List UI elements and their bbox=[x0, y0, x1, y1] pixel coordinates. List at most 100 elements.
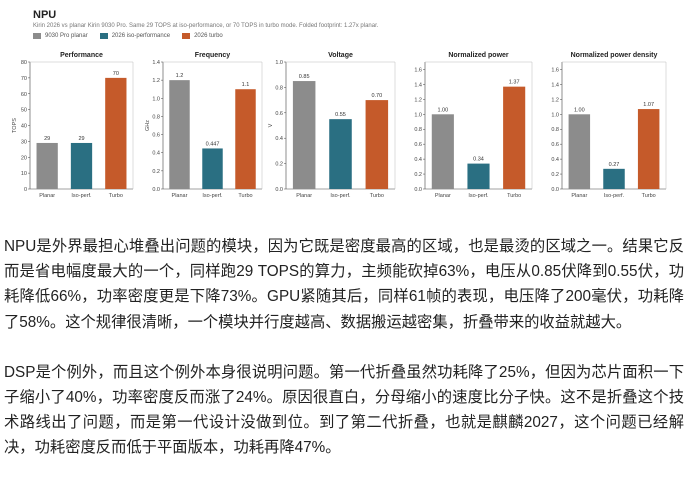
chart-2-xtick-label-2: Iso-perf. bbox=[202, 193, 223, 199]
chart-2-ytick-label: 1.0 bbox=[152, 96, 160, 102]
chart-3-value-label-3: 0.70 bbox=[371, 93, 382, 99]
chart-3-ytick-label: 0.2 bbox=[275, 162, 283, 168]
chart-3-ytick-label: 0.8 bbox=[275, 85, 283, 91]
chart-4-ytick-label: 0.0 bbox=[414, 187, 422, 193]
legend-item-iso: 2026 iso-performance bbox=[99, 33, 171, 39]
chart-4-ytick-label: 1.4 bbox=[414, 82, 422, 88]
chart-1-value-label-2: 29 bbox=[78, 136, 84, 142]
chart-5-ytick-label: 0.4 bbox=[551, 157, 559, 163]
chart-2-ytick-label: 0.2 bbox=[152, 169, 160, 175]
chart-2-ytick-label: 1.2 bbox=[152, 78, 160, 84]
legend-item-turbo: 2026 turbo bbox=[182, 33, 223, 39]
chart-5-ytick-label: 1.2 bbox=[551, 97, 559, 103]
chart-1-ytick-label: 40 bbox=[21, 124, 27, 130]
chart-4-value-label-3: 1.37 bbox=[509, 80, 520, 86]
chart-4-ytick-label: 0.8 bbox=[414, 127, 422, 133]
chart-5-xtick-label-1: Planar bbox=[571, 193, 587, 199]
chart-5-ytick-label: 1.0 bbox=[551, 112, 559, 118]
chart-4-ytick-label: 1.0 bbox=[414, 112, 422, 118]
chart-2-ytick-label: 0.6 bbox=[152, 133, 160, 139]
chart-3-bar-3 bbox=[365, 100, 389, 189]
chart-1-bar-2 bbox=[70, 142, 93, 189]
figure-subtitle: Kirin 2026 vs planar Kirin 9030 Pro. Sam… bbox=[33, 23, 379, 29]
chart-3-ylabel: V bbox=[268, 123, 274, 127]
chart-1-ytick-label: 70 bbox=[21, 76, 27, 82]
chart-5-xtick-label-2: Iso-perf. bbox=[604, 193, 625, 199]
npu-figure: NPU Kirin 2026 vs planar Kirin 9030 Pro.… bbox=[0, 0, 686, 214]
chart-2-bar-1 bbox=[169, 80, 190, 189]
chart-4-bar-2 bbox=[467, 163, 490, 189]
chart-5-value-label-3: 1.07 bbox=[643, 102, 654, 108]
chart-5-ytick-label: 0.6 bbox=[551, 142, 559, 148]
chart-1-ytick-label: 0 bbox=[24, 187, 27, 193]
chart-4-ytick-label: 0.2 bbox=[414, 172, 422, 178]
chart-5-value-label-1: 1.00 bbox=[574, 107, 585, 113]
legend-label-turbo: 2026 turbo bbox=[194, 33, 223, 39]
chart-5-bar-2 bbox=[603, 168, 625, 189]
chart-1-ytick-label: 10 bbox=[21, 171, 27, 177]
chart-1-title: Performance bbox=[60, 52, 103, 59]
chart-4-bar-3 bbox=[503, 86, 526, 189]
chart-3-xtick-label-2: Iso-perf. bbox=[330, 193, 351, 199]
chart-5-bar-1 bbox=[568, 114, 591, 189]
chart-4-xtick-label-3: Turbo bbox=[507, 193, 521, 199]
chart-1-ytick-label: 60 bbox=[21, 92, 27, 98]
legend-label-iso: 2026 iso-performance bbox=[111, 33, 171, 39]
chart-3-bar-2 bbox=[329, 119, 352, 189]
chart-1-ytick-label: 20 bbox=[21, 155, 27, 161]
chart-3-ytick-label: 0.0 bbox=[275, 187, 283, 193]
article: NPU是外界最担心堆叠出问题的模块，因为它既是密度最高的区域，也是最烫的区域之一… bbox=[4, 234, 684, 461]
chart-5-bar-3 bbox=[637, 109, 660, 189]
chart-2-title: Frequency bbox=[195, 52, 231, 59]
chart-5-ytick-label: 0.0 bbox=[551, 187, 559, 193]
chart-2-ytick-label: 0.8 bbox=[152, 114, 160, 120]
chart-2-ylabel: GHz bbox=[145, 120, 151, 131]
chart-4-ytick-label: 0.4 bbox=[414, 157, 422, 163]
chart-3-value-label-1: 0.85 bbox=[299, 74, 310, 80]
chart-4-bar-1 bbox=[431, 114, 454, 189]
figure-title: NPU bbox=[33, 9, 57, 21]
chart-2-bar-3 bbox=[235, 89, 256, 189]
legend-swatch-turbo bbox=[182, 33, 191, 39]
chart-3-xtick-label-3: Turbo bbox=[370, 193, 384, 199]
chart-1-value-label-3: 70 bbox=[113, 71, 119, 77]
chart-4-title: Normalized power bbox=[448, 52, 509, 59]
chart-1-value-label-1: 29 bbox=[44, 136, 50, 142]
chart-3-value-label-2: 0.55 bbox=[335, 112, 346, 118]
chart-5-ytick-label: 0.8 bbox=[551, 127, 559, 133]
chart-5-ytick-label: 1.6 bbox=[551, 67, 559, 73]
chart-4-xtick-label-2: Iso-perf. bbox=[468, 193, 489, 199]
legend: 9030 Pro planar 2026 iso-performance 202… bbox=[33, 33, 223, 39]
chart-1-xtick-label-3: Turbo bbox=[109, 193, 123, 199]
chart-3-title: Voltage bbox=[328, 52, 353, 59]
chart-1-ylabel: TOPS bbox=[12, 118, 18, 133]
chart-4-ytick-label: 1.6 bbox=[414, 67, 422, 73]
chart-1-ytick-label: 80 bbox=[21, 60, 27, 66]
article-paragraph-1: NPU是外界最担心堆叠出问题的模块，因为它既是密度最高的区域，也是最烫的区域之一… bbox=[4, 238, 684, 331]
chart-1-xtick-label-2: Iso-perf. bbox=[71, 193, 92, 199]
chart-2-xtick-label-1: Planar bbox=[172, 193, 188, 199]
chart-5-title: Normalized power density bbox=[571, 52, 658, 59]
chart-2-value-label-2: 0.447 bbox=[206, 141, 220, 147]
chart-3-ytick-label: 0.4 bbox=[275, 136, 283, 142]
chart-2-xtick-label-3: Turbo bbox=[238, 193, 252, 199]
chart-3-bar-1 bbox=[292, 81, 316, 189]
chart-2-ytick-label: 0.4 bbox=[152, 151, 160, 157]
chart-4-xtick-label-1: Planar bbox=[435, 193, 451, 199]
chart-1-ytick-label: 50 bbox=[21, 108, 27, 114]
chart-4-value-label-1: 1.00 bbox=[437, 107, 448, 113]
chart-5-ytick-label: 0.2 bbox=[551, 172, 559, 178]
chart-5-ytick-label: 1.4 bbox=[551, 82, 559, 88]
bar-charts: Performance 0 10 20 30 40 50 60 70 80 TOPS 29 Planar… bbox=[12, 52, 667, 199]
chart-2-ytick-label: 1.4 bbox=[152, 60, 160, 66]
legend-label-planar: 9030 Pro planar bbox=[45, 33, 88, 39]
chart-3-ytick-label: 1.0 bbox=[275, 60, 283, 66]
chart-4-value-label-2: 0.34 bbox=[473, 157, 484, 163]
chart-4-ytick-label: 1.2 bbox=[414, 97, 422, 103]
chart-1-ytick-label: 30 bbox=[21, 139, 27, 145]
chart-2-value-label-3: 1.1 bbox=[242, 82, 250, 88]
chart-5-xtick-label-3: Turbo bbox=[642, 193, 656, 199]
chart-5-value-label-2: 0.27 bbox=[609, 162, 620, 168]
chart-2-value-label-1: 1.2 bbox=[176, 73, 184, 79]
chart-2-bar-2 bbox=[202, 148, 223, 189]
